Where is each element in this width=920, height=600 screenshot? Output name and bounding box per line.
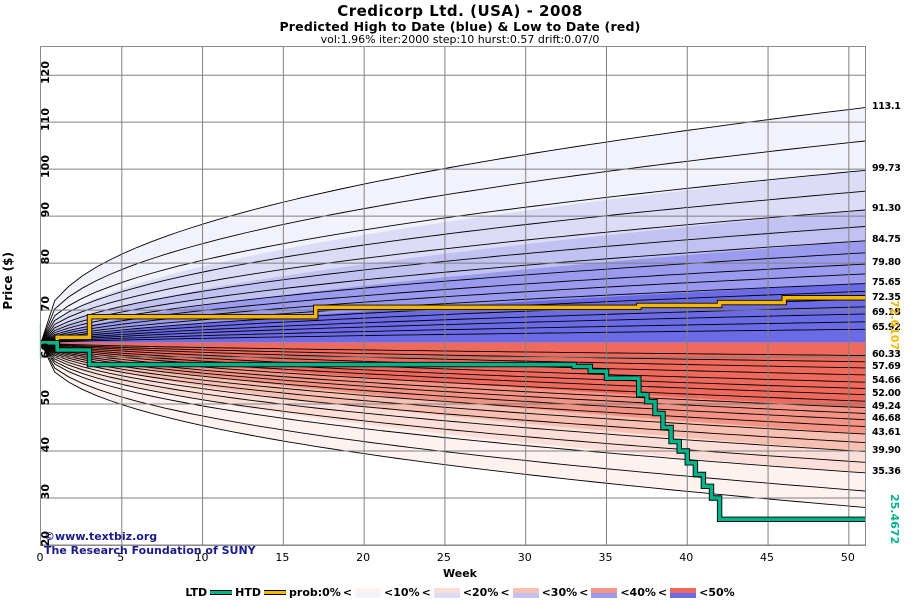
legend-htd-swatch [264,590,287,595]
legend-band-label-10: <10% [384,586,420,599]
y-axis-tick: 40 [39,437,52,453]
right-axis-value-label: 84.75 [872,233,901,245]
right-axis-value-label: 60.33 [872,348,901,360]
x-axis-tick: 15 [275,551,290,564]
legend-lt-4: < [657,586,668,599]
y-axis-tick: 50 [39,390,52,406]
right-axis-value-label: 99.73 [872,163,901,175]
legend-band-label-40: <40% [620,586,656,599]
legend-lt-3: < [579,586,589,599]
y-axis-tick: 60 [39,343,52,359]
x-axis-tick: 10 [194,551,209,564]
y-axis-tick: 20 [39,531,52,547]
right-axis-value-label: 57.69 [872,360,901,372]
legend-band-swatch-10 [355,587,382,598]
legend-lt-0: < [342,586,353,599]
y-axis-label: Price ($) [1,252,15,310]
x-axis-tick: 20 [356,551,371,564]
chart-legend: LTD HTD prob:0% < <10% < <20% < <30% < <… [0,586,920,599]
x-axis-label: Week [443,567,477,580]
ltd-end-value-label: 25.4672 [888,494,901,545]
legend-htd-label: HTD [235,586,262,599]
credit-organization: The Research Foundation of SUNY [44,544,256,557]
legend-band-label-50: <50% [699,586,735,599]
legend-band-label-30: <30% [541,586,578,599]
x-axis-tick: 35 [598,551,613,564]
right-axis-value-label: 39.90 [872,444,901,456]
x-axis-tick: 25 [436,551,451,564]
right-axis-value-label: 91.30 [872,203,901,215]
chart-title: Credicorp Ltd. (USA) - 2008 [337,2,583,20]
y-axis-tick: 110 [39,108,52,132]
right-axis-value-label: 52.00 [872,387,901,399]
y-axis-tick: 120 [39,61,52,85]
x-axis-tick: 40 [679,551,694,564]
x-axis-tick: 0 [36,551,44,564]
right-axis-value-label: 43.61 [872,427,901,439]
legend-band-swatch-20 [433,587,460,598]
right-axis-value-label: 75.65 [872,276,901,288]
right-axis-value-label: 65.92 [872,322,901,334]
right-axis-value-label: 79.80 [872,257,901,269]
right-axis-value-label: 35.36 [872,465,901,477]
right-axis-value-label: 54.66 [872,375,901,387]
legend-band-label-20: <20% [462,586,499,599]
chart-subtitle: Predicted High to Date (blue) & Low to D… [279,19,641,34]
legend-ltd-label: LTD [185,586,208,599]
x-axis-tick: 30 [517,551,532,564]
y-axis-tick: 90 [39,202,52,218]
credit-website: ©www.textbiz.org [44,530,158,543]
legend-ltd-swatch [210,590,233,595]
legend-band-swatch-40 [591,587,618,598]
htd-end-value-label: 72.6107 [888,300,901,351]
y-axis-tick: 70 [39,296,52,312]
right-axis-value-label: 113.1 [872,100,901,112]
y-axis-tick: 100 [39,155,52,179]
credit-block: ©www.textbiz.org The Research Foundation… [44,530,256,558]
right-axis-value-label: 46.68 [872,412,901,424]
legend-lt-1: < [421,586,431,599]
x-axis-tick: 5 [117,551,125,564]
y-axis-tick: 30 [39,484,52,500]
legend-band-swatch-30 [512,587,539,598]
chart-canvas [41,47,865,545]
legend-band-swatch-50 [670,587,697,598]
x-axis-tick: 50 [840,551,855,564]
plot-area [40,46,866,546]
right-axis-value-label: 69.18 [872,306,901,318]
chart-parameters: vol:1.96% iter:2000 step:10 hurst:0.57 d… [320,33,600,46]
legend-prob-label: prob:0% [289,586,341,599]
right-axis-value-label: 49.24 [872,400,901,412]
x-axis-tick: 45 [760,551,775,564]
legend-lt-2: < [500,586,510,599]
right-axis-value-label: 72.35 [872,292,901,304]
y-axis-tick: 80 [39,249,52,265]
